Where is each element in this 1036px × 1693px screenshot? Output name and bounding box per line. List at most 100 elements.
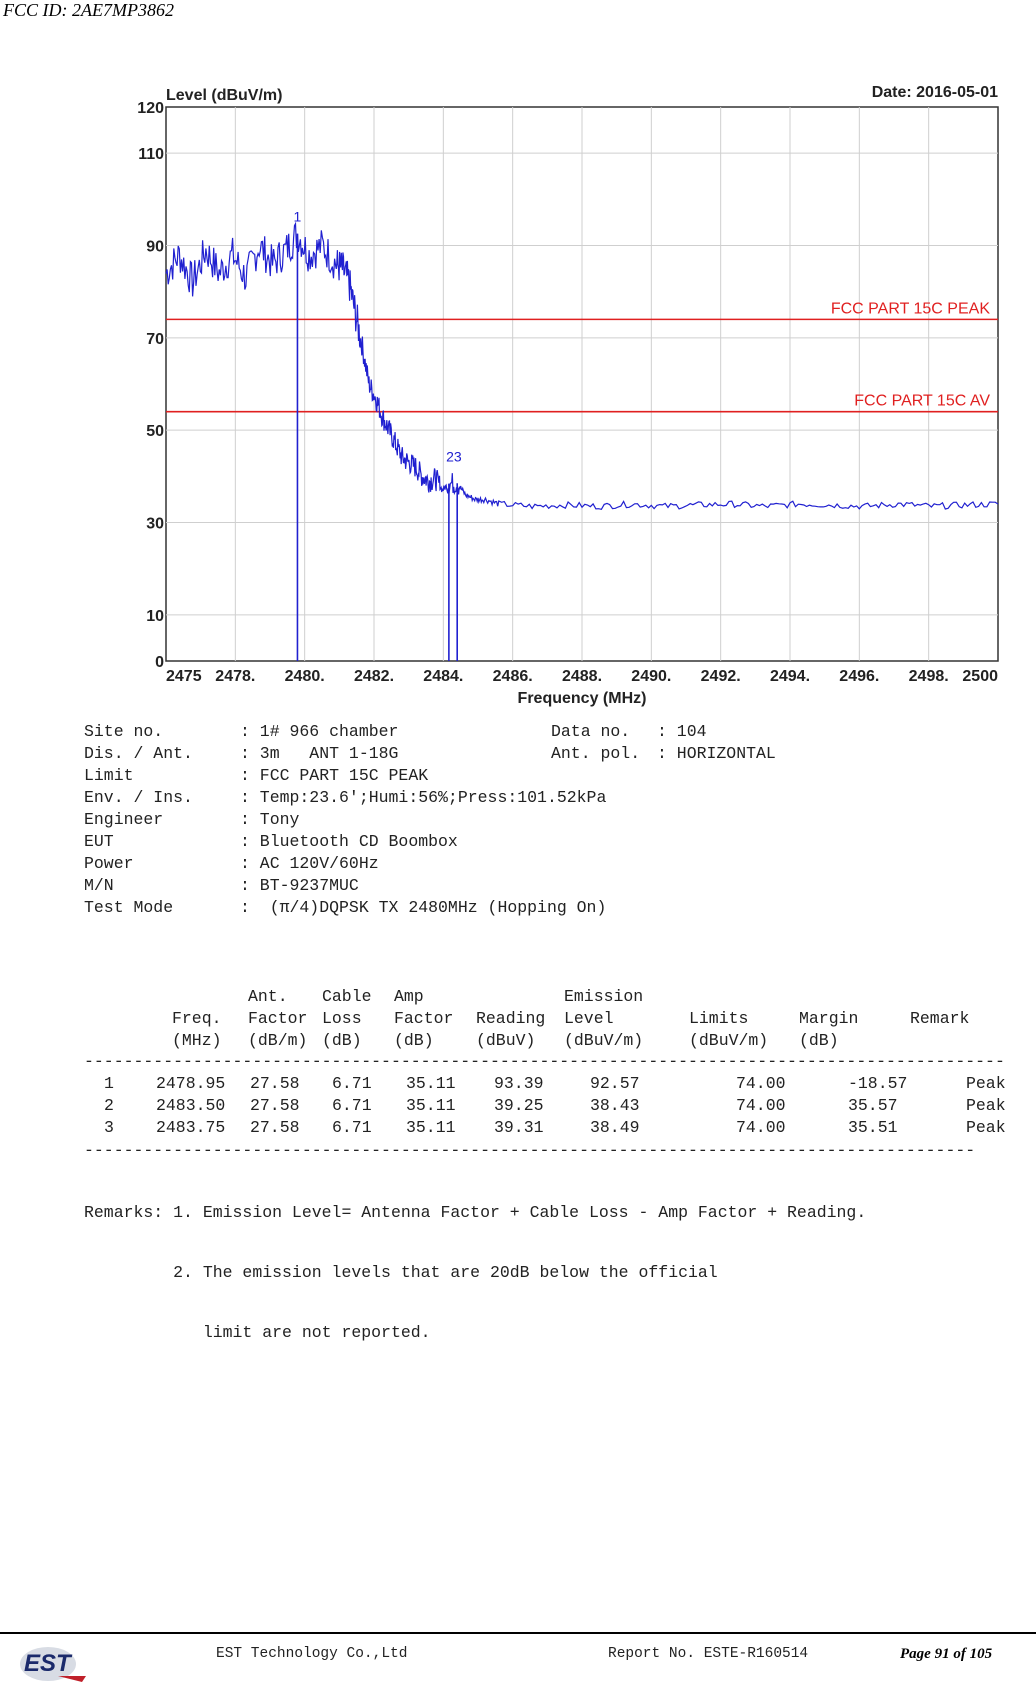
x-axis-title: Frequency (MHz) <box>518 690 647 707</box>
table-header-cell: Cable <box>322 987 372 1006</box>
table-header-cell: Ant. <box>248 987 288 1006</box>
remark-line: 2. The emission levels that are 20dB bel… <box>84 1263 718 1282</box>
table-cell: 2483.50 <box>156 1096 226 1115</box>
footer-divider <box>0 1632 1036 1634</box>
y-tick-label: 10 <box>146 608 164 625</box>
table-cell: Peak <box>966 1074 1006 1093</box>
x-tick-label: 2475 <box>166 668 202 685</box>
table-cell: 27.58 <box>250 1096 300 1115</box>
table-row: 1 2478.95 27.58 6.71 35.11 93.39 92.57 74.00 -18… <box>84 1074 1024 1096</box>
x-tick-label: 2484. <box>423 668 463 685</box>
info-key: Ant. pol. <box>551 744 641 763</box>
table-header-cell: (dB) <box>394 1031 434 1050</box>
info-value: : Tony <box>240 810 300 829</box>
table-header-row: (MHz) (dB/m) (dB) (dB) (dBuV) (dBuV/m) (dBuV/m… <box>84 1031 1024 1053</box>
x-tick-label: 2496. <box>839 668 879 685</box>
table-header-cell: Margin <box>799 1009 859 1028</box>
footer-report-no: Report No. ESTE-R160514 <box>608 1646 809 1662</box>
table-cell: 39.25 <box>494 1096 544 1115</box>
table-cell: 35.51 <box>848 1118 898 1137</box>
table-header-cell: (dBuV/m) <box>689 1031 769 1050</box>
y-tick-label: 90 <box>146 239 164 256</box>
info-key: Dis. / Ant. <box>84 744 193 763</box>
table-cell: 74.00 <box>736 1074 786 1093</box>
remark-line: limit are not reported. <box>84 1323 431 1342</box>
table-header-cell: (dB) <box>799 1031 839 1050</box>
marker-label: 1 <box>294 209 302 225</box>
y-tick-label: 0 <box>155 654 164 671</box>
table-cell: 27.58 <box>250 1118 300 1137</box>
info-value: : 1# 966 chamber <box>240 722 399 741</box>
info-value: : 3m ANT 1-18G <box>240 744 399 763</box>
table-cell: 39.31 <box>494 1118 544 1137</box>
y-tick-label: 50 <box>146 423 164 440</box>
y-axis-title: Level (dBuV/m) <box>166 87 282 104</box>
table-header-row: Freq. Factor Loss Factor Reading Level Limits M… <box>84 1009 1024 1031</box>
info-key: M/N <box>84 876 114 895</box>
table-header-row: Ant. Cable Amp Emission <box>84 987 1024 1009</box>
table-cell: 35.11 <box>406 1118 456 1137</box>
table-header-cell: Emission <box>564 987 644 1006</box>
info-value: : FCC PART 15C PEAK <box>240 766 429 785</box>
est-logo: EST <box>20 1647 86 1682</box>
x-tick-label: 2478. <box>215 668 255 685</box>
results-table: Ant. Cable Amp Emission Freq. Factor Loss Facto… <box>84 987 1024 1140</box>
x-tick-label: 2482. <box>354 668 394 685</box>
table-header-cell: (dBuV) <box>476 1031 536 1050</box>
table-header-cell: (dBuV/m) <box>564 1031 644 1050</box>
y-tick-label: 30 <box>146 516 164 533</box>
table-cell: 6.71 <box>332 1118 372 1137</box>
info-value: : (π/4)DQPSK TX 2480MHz (Hopping On) <box>240 898 607 917</box>
x-tick-label: 2500 <box>962 668 998 685</box>
emission-chart: 2475 2478. 2480. 2482. 2484. 2486. 2488. 2490. 2… <box>137 84 999 707</box>
table-cell: 35.11 <box>406 1096 456 1115</box>
table-rule-top: ----------------------------------------… <box>84 1052 1005 1071</box>
table-cell: 38.43 <box>590 1096 640 1115</box>
footer-company: EST Technology Co.,Ltd <box>216 1646 408 1662</box>
limit-line-label: FCC PART 15C PEAK <box>831 300 990 317</box>
table-cell: 92.57 <box>590 1074 640 1093</box>
remarks: Remarks: 1. Emission Level= Antenna Fact… <box>84 1165 866 1364</box>
table-header-cell: (MHz) <box>172 1031 222 1050</box>
table-cell: -18.57 <box>848 1074 908 1093</box>
info-key: Test Mode <box>84 898 174 917</box>
table-cell: 35.11 <box>406 1074 456 1093</box>
chart-date: Date: 2016-05-01 <box>872 84 998 101</box>
x-tick-label: 2488. <box>562 668 602 685</box>
info-value: : Temp:23.6';Humi:56%;Press:101.52kPa <box>240 788 607 807</box>
y-tick-label: 110 <box>138 146 164 163</box>
series-line <box>165 221 999 510</box>
x-tick-label: 2486. <box>493 668 533 685</box>
info-value: : Bluetooth CD Boombox <box>240 832 458 851</box>
info-value: : 104 <box>657 722 707 741</box>
table-row: 2 2483.50 27.58 6.71 35.11 39.25 38.43 74.00 35.… <box>84 1096 1024 1118</box>
info-key: EUT <box>84 832 114 851</box>
table-rule-bottom: ----------------------------------------… <box>84 1141 976 1160</box>
y-tick-label: 120 <box>137 100 164 117</box>
table-header-cell: Freq. <box>172 1009 222 1028</box>
table-cell: 6.71 <box>332 1074 372 1093</box>
x-tick-label: 2490. <box>631 668 671 685</box>
table-cell: 1 <box>104 1074 114 1093</box>
table-cell: 74.00 <box>736 1096 786 1115</box>
table-header-cell: Factor <box>248 1009 308 1028</box>
table-cell: 93.39 <box>494 1074 544 1093</box>
x-tick-label: 2492. <box>701 668 741 685</box>
table-header-cell: Loss <box>322 1009 362 1028</box>
y-tick-label: 70 <box>146 331 164 348</box>
info-value: : BT-9237MUC <box>240 876 359 895</box>
table-cell: 27.58 <box>250 1074 300 1093</box>
table-cell: 35.57 <box>848 1096 898 1115</box>
table-cell: 2483.75 <box>156 1118 226 1137</box>
table-cell: 6.71 <box>332 1096 372 1115</box>
info-key: Power <box>84 854 134 873</box>
info-key: Engineer <box>84 810 164 829</box>
limit-line-label: FCC PART 15C AV <box>854 393 990 410</box>
table-header-cell: (dB) <box>322 1031 362 1050</box>
footer-page: Page 91 of 105 <box>900 1646 993 1662</box>
x-tick-label: 2480. <box>285 668 325 685</box>
table-cell: 38.49 <box>590 1118 640 1137</box>
table-cell: Peak <box>966 1118 1006 1137</box>
table-row: 3 2483.75 27.58 6.71 35.11 39.31 38.49 74.00 35.… <box>84 1118 1024 1140</box>
x-tick-label: 2498. <box>909 668 949 685</box>
